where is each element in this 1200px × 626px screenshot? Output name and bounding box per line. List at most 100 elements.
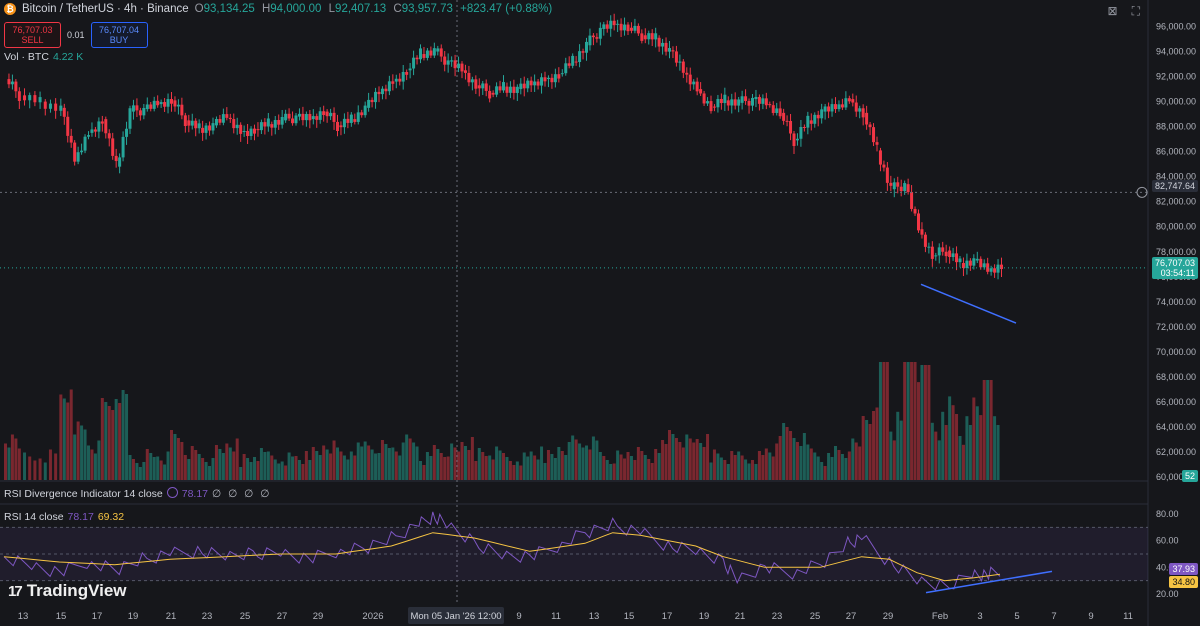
buy-button[interactable]: 76,707.04 BUY — [90, 22, 148, 48]
candle-body — [968, 260, 972, 266]
volume-bar — [885, 362, 889, 480]
volume-bar — [488, 455, 492, 480]
candle-body — [585, 41, 588, 53]
rsi-divergence-legend[interactable]: RSI Divergence Indicator 14 close 78.17 ∅ … — [4, 487, 272, 500]
candle-body — [816, 114, 820, 119]
price-trendline — [920, 283, 1017, 324]
volume-bar — [280, 461, 284, 480]
candle-body — [180, 104, 184, 116]
candle-body — [322, 111, 326, 115]
top-right-icons: ⊠ ⛶ — [1108, 4, 1140, 19]
maximize-icon[interactable]: ⛶ — [1131, 4, 1140, 18]
volume-bar — [149, 453, 153, 480]
candle-body — [425, 50, 429, 58]
candle-body — [917, 213, 920, 231]
ohlc-readout: O93,134.25 H94,000.00 L92,407.13 C93,957… — [194, 3, 553, 15]
volume-bar — [972, 397, 976, 480]
volume-bar — [170, 430, 173, 480]
volume-bar — [367, 445, 371, 480]
candle-body — [522, 83, 526, 89]
candle-body — [246, 131, 250, 137]
volume-bar — [695, 439, 699, 480]
candle-body — [802, 126, 806, 128]
volume-bar — [419, 461, 422, 480]
volume-bar — [785, 427, 789, 480]
candle-body — [221, 114, 225, 123]
candle-body — [581, 51, 585, 53]
volume-bar — [616, 450, 620, 480]
candle-body — [460, 63, 464, 72]
candle-body — [906, 184, 910, 193]
alert-icon[interactable]: ⊠ — [1107, 4, 1118, 18]
volume-bar — [131, 459, 135, 480]
candle-body — [595, 37, 599, 39]
volume-bar — [405, 434, 409, 480]
volume-bar — [242, 454, 246, 480]
candle-body — [543, 77, 547, 82]
candle-body — [923, 234, 927, 247]
candle-body — [80, 150, 84, 153]
candle-body — [405, 72, 409, 75]
candle-body — [467, 72, 471, 83]
volume-bar — [256, 461, 260, 480]
volume-bar — [740, 455, 744, 480]
volume-bar — [872, 411, 876, 480]
candle-body — [163, 102, 167, 107]
volume-bar — [654, 449, 658, 480]
candle-body — [242, 131, 246, 133]
candle-body — [463, 70, 467, 73]
candle-body — [301, 113, 305, 121]
volume-bar — [436, 449, 440, 480]
candle-body — [854, 102, 858, 112]
candle-body — [699, 89, 703, 94]
volume-bar — [623, 458, 627, 480]
candle-body — [619, 23, 623, 31]
rsi-legend[interactable]: RSI 14 close 78.17 69.32 — [4, 511, 125, 523]
volume-bar — [156, 456, 160, 480]
candle-body — [62, 107, 66, 117]
candle-body — [374, 91, 378, 103]
volume-bar — [145, 449, 149, 480]
candle-body — [502, 82, 505, 91]
candle-body — [474, 79, 478, 89]
volume-bar — [688, 438, 692, 480]
volume-bar — [764, 448, 768, 480]
volume-bar — [823, 466, 827, 480]
candle-body — [716, 98, 720, 108]
volume-bar — [33, 460, 37, 480]
volume-bar — [702, 447, 706, 480]
candle-body — [626, 24, 630, 32]
candle-body — [1000, 264, 1003, 270]
volume-bar — [719, 457, 723, 480]
candle-body — [664, 42, 668, 52]
volume-bar — [38, 458, 42, 480]
candle-body — [706, 101, 710, 104]
volume-bar — [66, 402, 70, 480]
time-tick-label: 9 — [516, 611, 521, 622]
sell-button[interactable]: 76,707.03 SELL — [4, 22, 61, 48]
candle-body — [384, 88, 388, 92]
volume-bar — [318, 455, 322, 480]
candle-body — [318, 111, 322, 120]
volume-bar — [311, 447, 315, 480]
candle-body — [118, 157, 122, 167]
volume-bar — [851, 438, 855, 480]
tradingview-logo[interactable]: 17 TradingView — [8, 581, 127, 600]
volume-bar — [958, 436, 962, 480]
volume-bar — [598, 452, 602, 480]
symbol-title[interactable]: Bitcoin / TetherUS · 4h · Binance — [22, 3, 189, 15]
candle-body — [484, 83, 488, 91]
candle-body — [336, 121, 339, 132]
candle-body — [259, 122, 263, 131]
volume-bar — [121, 390, 125, 480]
volume-bar — [228, 447, 232, 480]
candle-body — [142, 107, 146, 116]
volume-legend[interactable]: Vol · BTC 4.22 K — [4, 51, 84, 63]
volume-bar — [353, 455, 357, 480]
candle-body — [367, 99, 371, 108]
candle-body — [114, 155, 118, 162]
candle-body — [813, 114, 817, 124]
candle-body — [111, 138, 115, 156]
candle-body — [553, 74, 557, 83]
